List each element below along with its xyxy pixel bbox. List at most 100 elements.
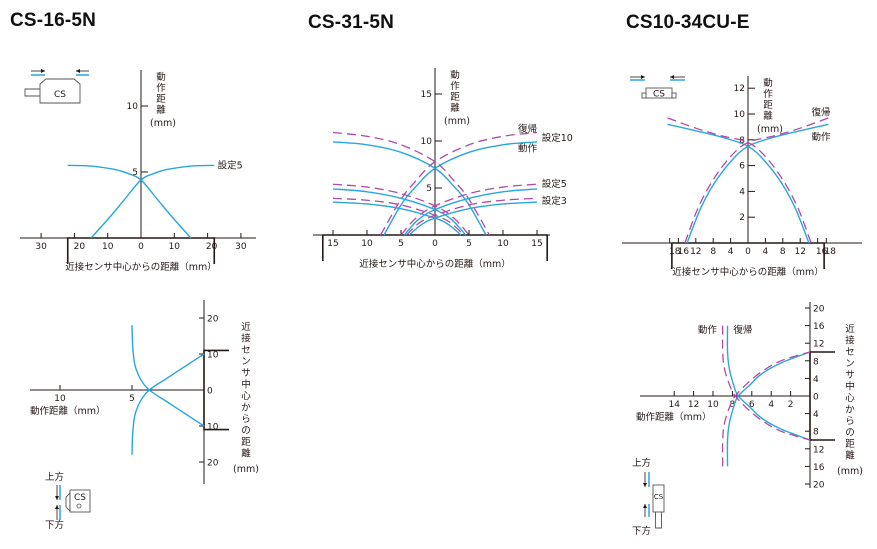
- sensor-body-icon: [652, 484, 665, 513]
- x-tick-label: 16: [678, 247, 690, 257]
- y-axis-label: (mm): [233, 464, 259, 475]
- upper-direction-label: 上方: [632, 457, 651, 469]
- y-tick-label: 15: [421, 90, 432, 100]
- sensor-indicator-icon: [76, 503, 82, 509]
- sensor-face-icon: [65, 491, 71, 513]
- y-axis-label: 距: [845, 439, 855, 450]
- series-line-cs10v-2: [721, 325, 811, 441]
- x-tick-label: 10: [102, 242, 114, 252]
- series-annotation: 設定5: [542, 178, 567, 190]
- y-tick-label: 20: [207, 315, 219, 325]
- y-axis-label: の: [241, 426, 251, 437]
- y-axis-label: 離: [450, 102, 460, 114]
- sensor-cable-icon: [655, 512, 662, 529]
- y-tick-label: 10: [127, 102, 139, 112]
- series-annotation: 動作: [812, 131, 832, 143]
- y-axis-label: 作: [450, 80, 460, 92]
- upper-direction-label: 上方: [45, 471, 64, 483]
- chart-title-cs31: CS-31-5N: [308, 12, 395, 33]
- y-axis-label: (mm): [757, 124, 783, 135]
- y-axis-label: (mm): [837, 466, 863, 477]
- x-tick-label: 10: [54, 394, 66, 404]
- approach-arrow-left-icon-head: [76, 69, 80, 73]
- x-tick-label: 12: [794, 247, 805, 257]
- x-tick-label: 4: [768, 400, 774, 410]
- series-line-cs10-3: [684, 117, 829, 244]
- y-tick-label: 10: [207, 351, 219, 361]
- y-axis-label: 心: [845, 393, 855, 404]
- x-tick-label: 2: [788, 400, 794, 410]
- y-tick-label: 6: [739, 162, 745, 172]
- y-axis-label: か: [241, 403, 251, 414]
- series-line-cs10v-1: [726, 351, 811, 467]
- x-tick-label: 0: [432, 239, 438, 249]
- approach-arrow-right-icon-head: [41, 69, 45, 73]
- x-tick-label: 20: [206, 242, 218, 252]
- series-annotation: 設定3: [542, 195, 567, 207]
- up-arrow-icon-head: [55, 505, 59, 509]
- y-tick-label: 2: [739, 213, 745, 223]
- y-axis-label: サ: [241, 368, 251, 379]
- x-tick-label: 4: [728, 247, 734, 257]
- x-tick-label: 8: [730, 400, 736, 410]
- chart-cs16v: 5 10 20 10 0 10 20 近接センサ中心からの距離 (mm) 動作距離（mm）: [30, 300, 259, 484]
- x-tick-label: 30: [35, 242, 47, 252]
- series-annotation: 復帰: [518, 123, 537, 135]
- series-line-cs16v-0: [131, 325, 205, 427]
- chart-cs16: 30 20 10 0 10 20 30 5 10 動作距離 (mm) 近接センサ中心からの距離（mm）…: [20, 70, 256, 273]
- down-arrow-icon-head: [55, 496, 59, 500]
- y-axis-label: 作: [156, 82, 166, 94]
- y-axis-label: か: [845, 405, 855, 416]
- y-axis-label: 動: [156, 72, 166, 83]
- x-axis-label: 近接センサ中心からの距離（mm）: [672, 266, 824, 278]
- series-line-cs31-7: [400, 183, 538, 236]
- x-tick-label: 15: [327, 239, 338, 249]
- y-axis-label: 離: [241, 448, 251, 460]
- x-tick-label: 6: [749, 400, 755, 410]
- x-axis-label: 近接センサ中心からの距離（mm）: [65, 261, 217, 273]
- y-tick-label: 5: [132, 168, 138, 178]
- x-tick-label: 5: [466, 239, 472, 249]
- series-line-cs31-2: [332, 131, 490, 236]
- x-tick-label: 10: [707, 400, 719, 410]
- x-tick-label: 15: [531, 239, 542, 249]
- y-tick-label: 12: [813, 445, 824, 455]
- y-axis-label: 近: [845, 323, 855, 335]
- x-tick-label: 10: [169, 242, 181, 252]
- series-line-cs10-1: [686, 123, 829, 244]
- y-axis-label: 離: [763, 110, 773, 122]
- y-axis-label: 距: [763, 100, 773, 111]
- y-axis-label: ら: [241, 414, 251, 425]
- y-axis-label: 心: [241, 391, 251, 402]
- chart-cs31: 15 10 5 0 5 10 1551015動作距離(mm)近接センサ中心からの距離（mm）…: [313, 68, 573, 270]
- y-tick-label: 20: [207, 459, 219, 469]
- chart-cs10v: 14 12 10 8 6 4 2 20 16 12 8 4 0 4 8 12 16 20 近接センサ中心からの距離 (…: [636, 302, 863, 491]
- series-line-cs31-8: [332, 201, 462, 236]
- sensor-label: CS: [653, 90, 665, 100]
- series-annotation: 復帰: [733, 324, 752, 336]
- y-axis-label: 距: [156, 94, 166, 105]
- x-tick-label: 12: [688, 400, 699, 410]
- sensor-label: CS: [654, 493, 664, 501]
- series-line-cs31-1: [383, 141, 538, 236]
- y-axis-label: ン: [241, 357, 251, 368]
- y-axis-label: 中: [845, 381, 855, 393]
- y-tick-label: 10: [734, 110, 746, 120]
- series-line-cs16v-1: [131, 353, 205, 455]
- series-line-cs10v-0: [726, 325, 811, 441]
- sensor-body-icon: [69, 489, 91, 513]
- sensor-label: CS: [54, 90, 66, 100]
- y-axis-label: 距: [450, 92, 460, 103]
- series-line-cs10-0: [667, 123, 810, 244]
- x-tick-label: 8: [780, 247, 786, 257]
- x-tick-label: 4: [763, 247, 769, 257]
- series-line-cs31-5: [403, 188, 538, 236]
- y-axis-label: 離: [845, 450, 855, 462]
- series-line-cs16-1: [90, 164, 215, 239]
- approach-arrow-left-icon-head: [670, 75, 674, 79]
- series-line-cs31-3: [380, 131, 538, 236]
- x-tick-label: 20: [74, 242, 86, 252]
- y-tick-label: 8: [813, 428, 819, 438]
